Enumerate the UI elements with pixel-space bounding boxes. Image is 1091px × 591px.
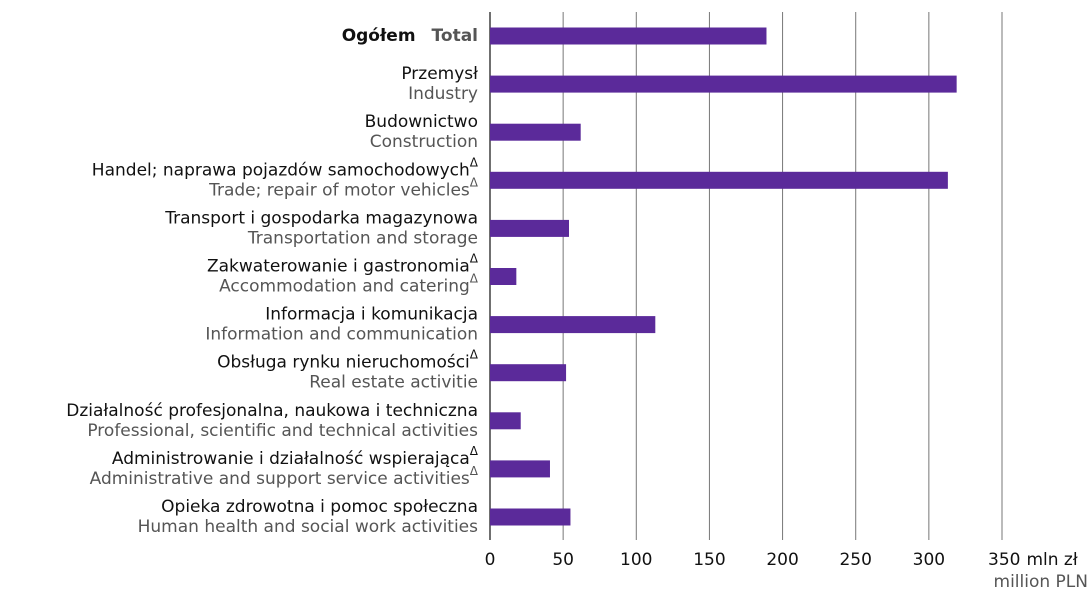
category-label-en: Trade; repair of motor vehiclesΔ <box>208 175 479 201</box>
x-tick-value: 200 <box>766 550 798 570</box>
x-tick-value: 100 <box>620 550 652 570</box>
category-pl: Opieka zdrowotna i pomoc społeczna <box>161 497 478 517</box>
category-label-pl: Budownictwo <box>365 112 478 132</box>
category-label-en: Human health and social work activities <box>138 517 479 537</box>
category-pl: Handel; naprawa pojazdów samochodowych <box>92 160 470 180</box>
x-tick-label: 150 <box>693 550 725 570</box>
category-label-pl: Administrowanie i działalność wspierając… <box>112 443 479 469</box>
category-label-pl: Przemysł <box>401 64 478 84</box>
bar <box>490 27 767 45</box>
bar <box>490 171 948 189</box>
x-tick-label: 350 mln zł <box>988 550 1078 570</box>
bar <box>490 316 656 334</box>
category-pl: Budownictwo <box>365 112 478 132</box>
bar <box>490 75 957 93</box>
category-en: Accommodation and catering <box>219 277 470 297</box>
category-pl: Zakwaterowanie i gastronomia <box>207 257 470 277</box>
category-label-pl: Obsługa rynku nieruchomościΔ <box>217 347 479 373</box>
category-pl: Transport i gospodarka magazynowa <box>164 208 478 228</box>
category-en: Professional, scientific and technical a… <box>87 421 478 441</box>
x-tick-value: 50 <box>552 550 574 570</box>
x-tick-label: 100 <box>620 550 652 570</box>
x-tick-label: 50 <box>552 550 574 570</box>
category-pl: Obsługa rynku nieruchomości <box>217 353 470 373</box>
x-tick-label: 200 <box>766 550 798 570</box>
category-label-en: Real estate activitie <box>309 373 478 393</box>
category-en: Information and communication <box>205 325 478 345</box>
category-label-en: Transportation and storage <box>247 228 478 248</box>
footnote-mark: Δ <box>470 347 479 361</box>
bar <box>490 460 550 478</box>
footnote-mark: Δ <box>470 155 479 169</box>
category-en: Total <box>432 26 478 46</box>
category-label-en: Information and communication <box>205 325 478 345</box>
category-en: Industry <box>408 84 478 104</box>
category-label-pl: Transport i gospodarka magazynowa <box>164 208 478 228</box>
category-label-pl: Handel; naprawa pojazdów samochodowychΔ <box>92 155 479 181</box>
x-tick-value: 250 <box>839 550 871 570</box>
x-tick-value: 300 <box>913 550 945 570</box>
bar <box>490 123 581 141</box>
category-label-en: Construction <box>370 132 478 152</box>
category-en: Construction <box>370 132 478 152</box>
category-en: Human health and social work activities <box>138 517 479 537</box>
category-label-en: Industry <box>408 84 478 104</box>
bar <box>490 508 571 526</box>
category-en: Transportation and storage <box>247 228 478 248</box>
footnote-mark: Δ <box>470 251 479 265</box>
x-tick-label: 300 <box>913 550 945 570</box>
footnote-mark: Δ <box>470 271 479 285</box>
footnote-mark: Δ <box>470 443 479 457</box>
category-pl: Przemysł <box>401 64 478 84</box>
x-unit: mln zł <box>1026 550 1077 570</box>
x-tick-label: 250 <box>839 550 871 570</box>
category-label-en: Accommodation and cateringΔ <box>219 271 479 297</box>
category-pl: Ogółem <box>342 26 416 46</box>
category-pl: Informacja i komunikacja <box>265 305 478 325</box>
category-en: Administrative and support service activ… <box>90 469 470 489</box>
footnote-mark: Δ <box>470 175 479 189</box>
category-label-pl: Opieka zdrowotna i pomoc społeczna <box>161 497 478 517</box>
footnote-mark: Δ <box>470 463 479 477</box>
bar <box>490 412 521 430</box>
x-tick-label: 0 <box>485 550 496 570</box>
category-label-pl: Działalność profesjonalna, naukowa i tec… <box>66 401 478 421</box>
category-en: Real estate activitie <box>309 373 478 393</box>
category-label-pl: Zakwaterowanie i gastronomiaΔ <box>207 251 479 277</box>
x-tick-value: 150 <box>693 550 725 570</box>
bar <box>490 219 569 237</box>
bar <box>490 268 517 285</box>
category-en: Trade; repair of motor vehicles <box>208 180 470 200</box>
category-label-en: Professional, scientific and technical a… <box>87 421 478 441</box>
x-tick-value: 0 <box>485 550 496 570</box>
x-unit-en: million PLN <box>994 572 1088 591</box>
bar <box>490 364 567 382</box>
category-pl: Administrowanie i działalność wspierając… <box>112 449 470 469</box>
category-pl: Działalność profesjonalna, naukowa i tec… <box>66 401 478 421</box>
category-label: Ogółem Total <box>342 26 478 46</box>
category-label-pl: Informacja i komunikacja <box>265 305 478 325</box>
x-tick-value: 350 <box>988 550 1020 570</box>
category-label-en: Administrative and support service activ… <box>90 463 479 489</box>
